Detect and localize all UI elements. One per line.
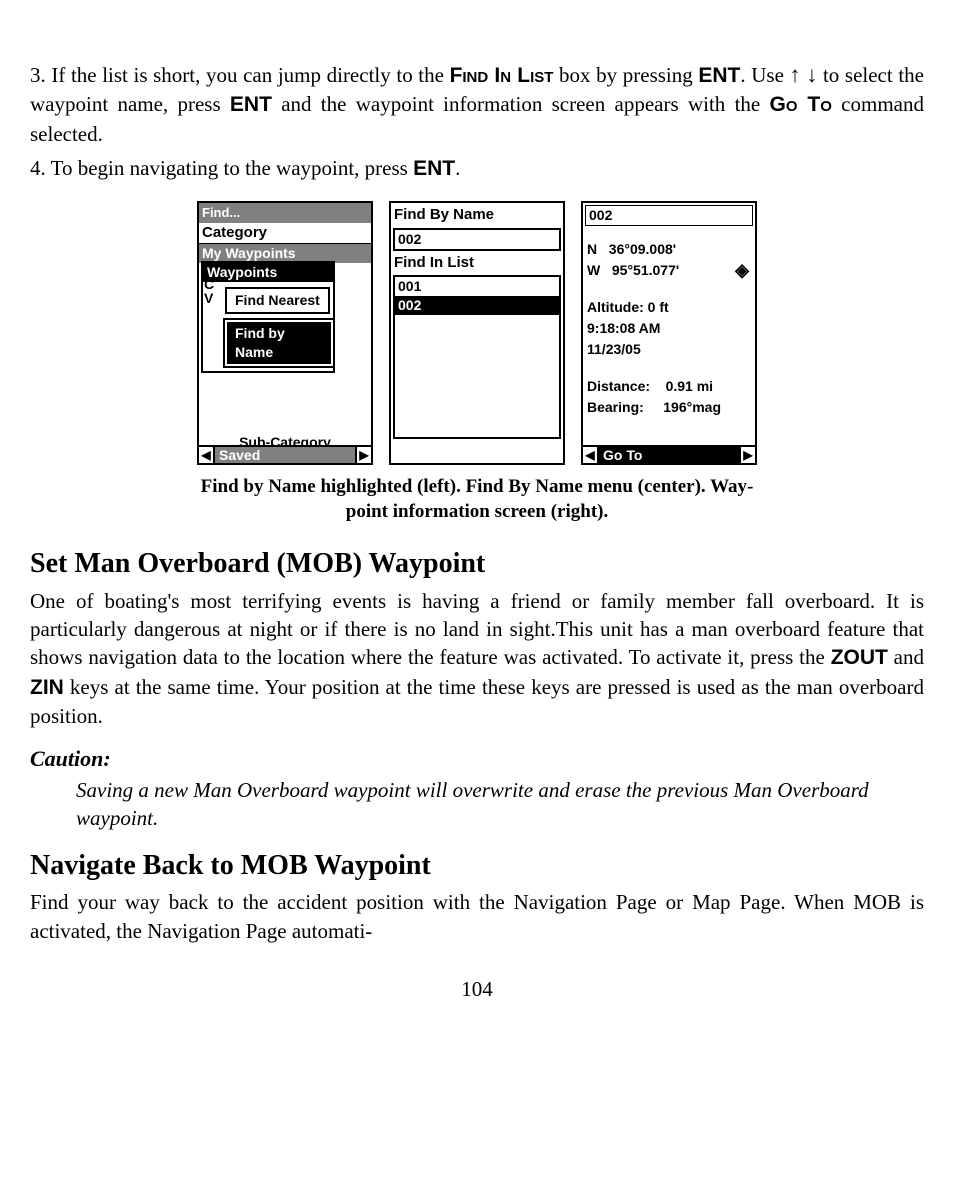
find-nearest-button[interactable]: Find Nearest: [225, 287, 330, 314]
find-by-name-title: Find By Name: [391, 203, 563, 225]
ent-key-3: ENT: [413, 157, 455, 180]
screen-center: Find By Name 002 Find In List 001 002: [389, 201, 565, 465]
right-arrow-icon[interactable]: ▶: [739, 447, 755, 463]
caution-body: Saving a new Man Overboard waypoint will…: [76, 776, 924, 833]
waypoints-item[interactable]: Waypoints: [203, 263, 333, 282]
step4-prefix: 4. To begin navigating to the waypoint, …: [30, 156, 413, 180]
step3-mid4: and the waypoint information screen appe…: [272, 92, 770, 116]
navigate-back-heading: Navigate Back to MOB Waypoint: [30, 847, 924, 885]
latitude-value: 36°09.008': [609, 241, 676, 257]
distance-label: Distance:: [587, 378, 650, 394]
waypoint-icon: ◈: [735, 258, 749, 282]
name-input[interactable]: 002: [393, 228, 561, 251]
time-row: 9:18:08 AM: [587, 319, 751, 338]
altitude-row: Altitude: 0 ft: [587, 298, 751, 317]
navigate-back-paragraph: Find your way back to the accident posit…: [30, 888, 924, 945]
screen-right: 002 ◈ N 36°09.008' W 95°51.077' Altitude…: [581, 201, 757, 465]
lon-prefix: W: [587, 262, 600, 278]
find-in-list-title: Find In List: [391, 253, 563, 273]
ent-key-2: ENT: [230, 93, 272, 116]
step-3-paragraph: 3. If the list is short, you can jump di…: [30, 60, 924, 148]
zout-key: ZOUT: [831, 646, 888, 669]
distance-value: 0.91 mi: [666, 378, 713, 394]
step4-suffix: .: [455, 156, 460, 180]
goto-command-bar[interactable]: ◀ Go To ▶: [583, 445, 755, 463]
up-down-arrows: ↑ ↓: [790, 62, 818, 87]
ent-key-1: ENT: [698, 64, 740, 87]
goto-label: Go To: [770, 93, 832, 116]
find-title: Find...: [199, 203, 371, 223]
saved-label: Saved: [215, 447, 355, 463]
waypoint-id-box: 002: [585, 205, 753, 226]
lat-prefix: N: [587, 241, 597, 257]
caption-line1: Find by Name highlighted (left). Find By…: [201, 476, 754, 497]
mob-paragraph: One of boating's most terrifying events …: [30, 587, 924, 731]
left-arrow-icon[interactable]: ◀: [199, 447, 215, 463]
right-arrow-icon[interactable]: ▶: [355, 447, 371, 463]
goto-button[interactable]: Go To: [599, 447, 739, 463]
bearing-label: Bearing:: [587, 399, 644, 415]
step3-mid2: . Use: [740, 63, 789, 87]
list-item[interactable]: 002: [395, 296, 559, 315]
step-4-paragraph: 4. To begin navigating to the waypoint, …: [30, 154, 924, 183]
zin-key: ZIN: [30, 676, 64, 699]
screen-left: Find... Category My Waypoints C C V Wayp…: [197, 201, 373, 465]
figure-caption: Find by Name highlighted (left). Find By…: [30, 475, 924, 524]
mob-p1a: One of boating's most terrifying events …: [30, 589, 924, 670]
find-in-list-label: Find In List: [450, 64, 554, 87]
screenshots-row: Find... Category My Waypoints C C V Wayp…: [30, 201, 924, 465]
find-by-name-button[interactable]: Find by Name: [225, 320, 333, 366]
caution-heading: Caution:: [30, 744, 924, 774]
step3-mid1: box by pressing: [553, 63, 698, 87]
caption-line2: point information screen (right).: [346, 501, 608, 522]
bearing-value: 196°mag: [663, 399, 721, 415]
mob-p1b: and: [888, 645, 924, 669]
mob-p1c: keys at the same time. Your position at …: [30, 675, 924, 728]
sub-category-bar[interactable]: ◀ Saved ▶: [199, 445, 371, 463]
category-label: Category: [199, 223, 371, 243]
longitude-value: 95°51.077': [612, 262, 679, 278]
date-row: 11/23/05: [587, 340, 751, 359]
left-arrow-icon[interactable]: ◀: [583, 447, 599, 463]
list-item[interactable]: 001: [395, 277, 559, 296]
page-number: 104: [30, 975, 924, 1003]
mob-section-heading: Set Man Overboard (MOB) Waypoint: [30, 545, 924, 583]
waypoint-list[interactable]: 001 002: [393, 275, 561, 439]
step3-prefix: 3. If the list is short, you can jump di…: [30, 63, 450, 87]
